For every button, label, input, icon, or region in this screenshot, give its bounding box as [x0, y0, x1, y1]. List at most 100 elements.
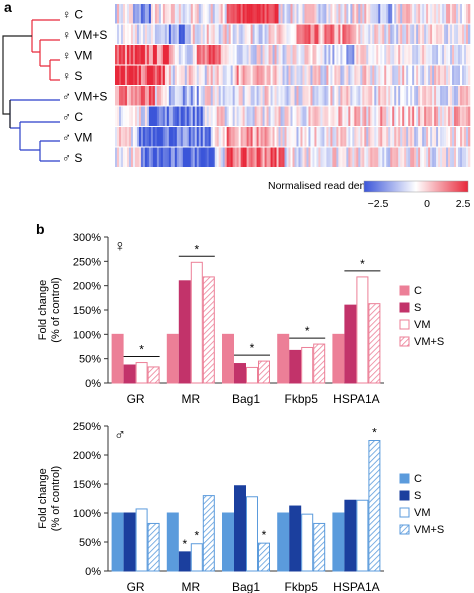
- heatmap-cell: [148, 86, 152, 106]
- heatmap-cell: [436, 127, 439, 147]
- heatmap-cell: [286, 147, 289, 167]
- heatmap-cell: [416, 127, 419, 147]
- heatmap-cell: [182, 147, 186, 167]
- heatmap-cell: [332, 24, 335, 44]
- heatmap-cell: [298, 86, 301, 106]
- heatmap-cell: [294, 147, 297, 167]
- heatmap-cell: [358, 147, 361, 167]
- heatmap-cell: [328, 147, 331, 167]
- heatmap-cell: [400, 24, 403, 44]
- heatmap-cell: [222, 127, 225, 147]
- bar-c-hspa1a: [332, 512, 345, 572]
- heatmap-cell: [162, 4, 166, 24]
- heatmap-cell: [180, 4, 184, 24]
- heatmap-cell: [266, 24, 269, 44]
- heatmap-cell: [166, 45, 170, 65]
- heatmap-cell: [398, 45, 401, 65]
- heatmap-cell: [162, 86, 166, 106]
- legend-label: VM: [414, 507, 431, 519]
- heatmap-cell: [446, 127, 449, 147]
- heatmap-cell: [334, 4, 337, 24]
- heatmap-cell: [464, 24, 467, 44]
- heatmap-cell: [368, 24, 371, 44]
- heatmap-cell: [394, 106, 397, 126]
- heatmap-cell: [232, 24, 235, 44]
- heatmap-cell: [442, 45, 445, 65]
- significance-star: *: [305, 324, 310, 338]
- heatmap-cell: [466, 24, 469, 44]
- heatmap-cell: [426, 65, 429, 85]
- heatmap-cell: [374, 4, 377, 24]
- heatmap-cell: [460, 86, 463, 106]
- heatmap-cell: [356, 24, 359, 44]
- y-axis-label: Fold change: [37, 468, 49, 529]
- heatmap-cell: [262, 45, 265, 65]
- heatmap-cell: [184, 65, 188, 85]
- heatmap-cell: [348, 45, 351, 65]
- heatmap-cell: [408, 127, 411, 147]
- y-tick-label: 50%: [79, 537, 101, 549]
- heatmap-cell: [306, 86, 309, 106]
- heatmap-cell: [360, 147, 363, 167]
- heatmap-cell: [118, 106, 122, 126]
- heatmap-cell: [336, 4, 339, 24]
- heatmap-cell: [342, 86, 345, 106]
- heatmap-cell: [268, 4, 271, 24]
- heatmap-cell: [422, 45, 425, 65]
- heatmap-cell: [180, 127, 184, 147]
- heatmap-cell: [136, 45, 140, 65]
- heatmap-cell: [270, 65, 273, 85]
- heatmap-cell: [386, 86, 389, 106]
- heatmap-cell: [380, 127, 383, 147]
- heatmap-cell: [300, 45, 303, 65]
- heatmap-cell: [246, 147, 249, 167]
- heatmap-cell: [342, 147, 345, 167]
- heatmap-cell: [428, 86, 431, 106]
- heatmap-cell: [430, 127, 433, 147]
- heatmap-cell: [434, 24, 437, 44]
- heatmap-cell: [454, 86, 457, 106]
- heatmap-cell: [450, 147, 453, 167]
- heatmap-cell: [194, 106, 198, 126]
- heatmap-cell: [218, 24, 221, 44]
- heatmap-cell: [276, 86, 279, 106]
- heatmap-cell: [144, 106, 148, 126]
- heatmap-cell: [346, 106, 349, 126]
- heatmap-cell: [446, 4, 449, 24]
- bar-vm-fkbp5: [301, 346, 314, 384]
- heatmap-cell: [228, 86, 231, 106]
- heatmap-cell: [400, 86, 403, 106]
- heatmap-cell: [200, 24, 204, 44]
- heatmap-cell: [330, 106, 333, 126]
- heatmap-cell: [396, 24, 399, 44]
- heatmap-cell: [144, 147, 148, 167]
- heatmap-cell: [336, 147, 339, 167]
- heatmap-cell: [184, 147, 188, 167]
- heatmap-cell: [326, 65, 329, 85]
- heatmap-cell: [230, 4, 233, 24]
- y-tick-label: 50%: [79, 354, 101, 366]
- heatmap-cell: [446, 24, 449, 44]
- legend-swatch: [399, 336, 410, 347]
- heatmap-cell: [298, 24, 301, 44]
- heatmap-cell: [292, 147, 295, 167]
- heatmap-cell: [148, 106, 152, 126]
- x-tick-label: GR: [127, 392, 145, 406]
- heatmap-row-label: ♀ VM+S: [62, 28, 107, 42]
- heatmap-cell: [262, 86, 265, 106]
- heatmap-cell: [468, 86, 471, 106]
- heatmap-cell: [420, 147, 423, 167]
- heatmap-cell: [296, 86, 299, 106]
- heatmap-cell: [130, 127, 134, 147]
- heatmap-cell: [312, 65, 315, 85]
- heatmap-cell: [168, 86, 172, 106]
- heatmap-cell: [368, 106, 371, 126]
- heatmap-cell: [362, 24, 365, 44]
- heatmap-cell: [260, 45, 263, 65]
- heatmap-cell: [402, 86, 405, 106]
- heatmap-cell: [314, 65, 317, 85]
- heatmap-cell: [224, 24, 227, 44]
- heatmap-cell: [182, 4, 186, 24]
- heatmap-cell: [234, 86, 237, 106]
